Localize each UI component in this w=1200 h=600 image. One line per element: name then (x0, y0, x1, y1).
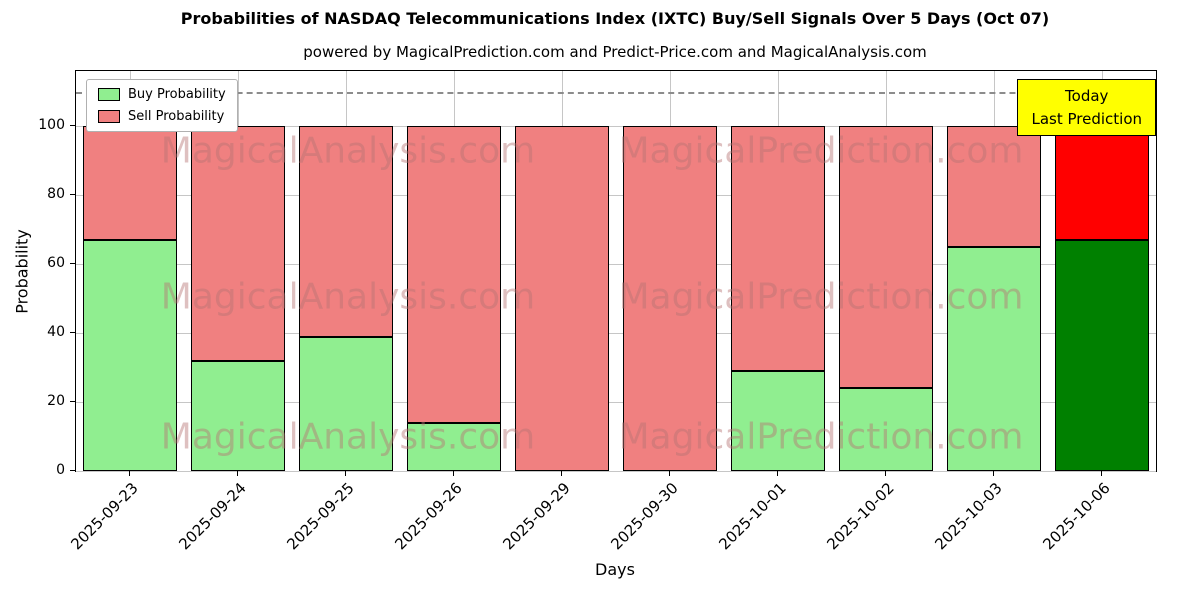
bar-segment-sell (1055, 126, 1149, 240)
horizontal-gridline (76, 126, 1156, 128)
legend-label: Sell Probability (128, 109, 225, 124)
bar-segment-buy (83, 239, 177, 471)
x-tick-mark (1101, 471, 1102, 476)
bar-segment-sell (83, 126, 177, 240)
legend-item: Sell Probability (98, 109, 226, 124)
horizontal-gridline (76, 471, 1156, 472)
horizontal-gridline (76, 333, 1156, 335)
legend: Buy Probability Sell Probability (86, 79, 238, 132)
x-tick-mark (345, 471, 346, 476)
bar-segment-buy (191, 360, 285, 471)
bar-segment-sell (299, 126, 393, 337)
bar-segment-sell (191, 126, 285, 361)
y-tick-mark (70, 332, 75, 334)
y-tick-mark (70, 470, 75, 471)
bar-segment-sell (839, 126, 933, 389)
x-tick-mark (777, 471, 778, 476)
legend-swatch (98, 110, 120, 123)
bar-segment-sell (623, 126, 717, 471)
bar-segment-buy (1055, 239, 1149, 471)
x-axis-label: Days (595, 560, 635, 579)
x-tick-mark (129, 471, 130, 476)
legend-swatch (98, 88, 120, 101)
bar-segment-sell (515, 126, 609, 471)
bar-segment-buy (299, 336, 393, 471)
bar-segment-buy (947, 246, 1041, 471)
y-tick-label: 100 (38, 117, 65, 134)
y-tick-mark (70, 401, 75, 403)
x-tick-mark (453, 471, 454, 476)
bar-segment-buy (731, 371, 825, 471)
y-tick-mark (70, 194, 75, 196)
legend-label: Buy Probability (128, 87, 226, 102)
threshold-dashed-line (76, 91, 1156, 94)
y-tick-label: 80 (47, 186, 65, 203)
annotation-line-1: Today (1065, 87, 1109, 105)
horizontal-gridline (76, 195, 1156, 197)
y-tick-mark (70, 263, 75, 265)
y-tick-label: 60 (47, 255, 65, 272)
bar-segment-sell (407, 126, 501, 423)
y-tick-label: 0 (56, 462, 65, 478)
bar-segment-buy (407, 422, 501, 471)
x-tick-mark (237, 471, 238, 476)
legend-item: Buy Probability (98, 87, 226, 102)
bar-segment-sell (731, 126, 825, 371)
x-tick-mark (885, 471, 886, 476)
bar-segment-sell (947, 126, 1041, 247)
x-tick-label: 2025-09-23 (67, 479, 142, 554)
today-annotation: Today Last Prediction (1017, 79, 1156, 136)
y-tick-label: 20 (47, 393, 65, 410)
horizontal-gridline (76, 402, 1156, 404)
y-axis-label: Probability (12, 229, 32, 314)
chart-title: Probabilities of NASDAQ Telecommunicatio… (180, 9, 1050, 28)
plot-area: MagicalAnalysis.com MagicalPrediction.com… (75, 70, 1157, 472)
x-tick-mark (993, 471, 994, 476)
x-tick-mark (669, 471, 670, 476)
horizontal-gridline (76, 264, 1156, 266)
y-tick-mark (70, 125, 75, 127)
x-tick-mark (561, 471, 562, 476)
annotation-line-2: Last Prediction (1031, 109, 1142, 128)
bar-segment-buy (839, 388, 933, 471)
y-tick-label: 40 (47, 324, 65, 341)
chart-subtitle: powered by MagicalPrediction.com and Pre… (303, 43, 927, 61)
